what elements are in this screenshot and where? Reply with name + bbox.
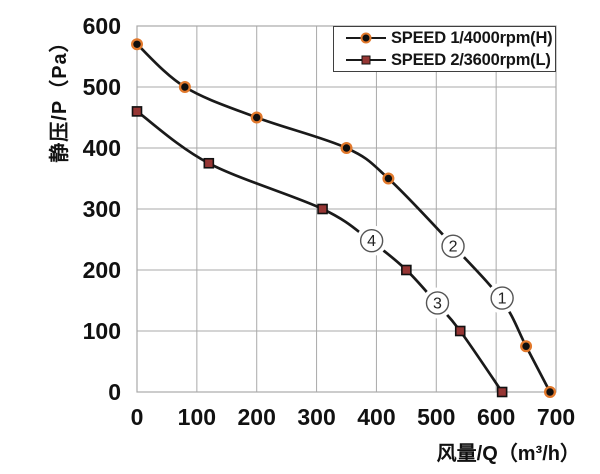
data-marker-speed1	[181, 83, 189, 91]
x-tick-label: 400	[357, 404, 395, 430]
data-marker-speed1	[384, 174, 393, 183]
y-tick-label: 200	[83, 257, 121, 283]
legend-sample-speed1	[346, 32, 386, 44]
data-marker-speed1	[342, 144, 351, 152]
x-tick-label: 300	[297, 404, 335, 430]
annotation-label: 1	[498, 291, 507, 308]
annotation-circle	[425, 291, 450, 315]
data-marker-speed1	[253, 113, 261, 122]
y-tick-label: 600	[83, 13, 121, 39]
x-tick-label: 500	[417, 404, 455, 430]
circle-marker-icon	[360, 32, 372, 44]
legend-item-speed1: SPEED 1/4000rpm(H)	[334, 28, 555, 48]
data-marker-speed2	[317, 203, 328, 215]
legend: SPEED 1/4000rpm(H) SPEED 2/3600rpm(L)	[333, 26, 556, 72]
data-marker-speed1	[546, 388, 554, 396]
data-marker-speed1	[133, 40, 141, 48]
x-tick-label: 100	[178, 404, 216, 430]
y-tick-label: 0	[108, 379, 121, 405]
legend-sample-speed2	[346, 55, 386, 66]
data-marker-speed2	[203, 157, 215, 169]
annotation-circle	[490, 286, 514, 310]
x-tick-label: 0	[131, 404, 144, 430]
legend-label-speed1: SPEED 1/4000rpm(H)	[391, 28, 553, 47]
x-tick-label: 200	[238, 404, 276, 430]
data-marker-speed2	[131, 106, 143, 117]
data-marker-speed2	[401, 264, 412, 276]
annotation-circle	[359, 229, 384, 253]
x-tick-label: 600	[477, 404, 515, 430]
annotation-label: 4	[367, 233, 376, 250]
annotation-label: 2	[449, 239, 458, 256]
data-marker-speed2	[496, 386, 508, 398]
data-marker-speed2	[454, 325, 466, 337]
y-axis-title: 静压/P（Pa）	[49, 31, 71, 163]
x-tick-label: 700	[537, 404, 575, 430]
y-tick-label: 500	[83, 74, 121, 100]
legend-item-speed2: SPEED 2/3600rpm(L)	[334, 50, 555, 70]
x-axis-title: 风量/Q（m³/h）	[436, 443, 580, 465]
data-marker-speed1	[522, 342, 530, 350]
annotation-label: 3	[433, 295, 442, 312]
curve-speed1	[135, 42, 552, 394]
y-tick-label: 300	[83, 196, 121, 222]
legend-label-speed2: SPEED 2/3600rpm(L)	[391, 50, 551, 69]
y-tick-label: 400	[83, 135, 121, 161]
annotation-circle	[441, 234, 465, 258]
y-tick-label: 100	[83, 318, 121, 344]
square-marker-icon	[361, 55, 371, 65]
